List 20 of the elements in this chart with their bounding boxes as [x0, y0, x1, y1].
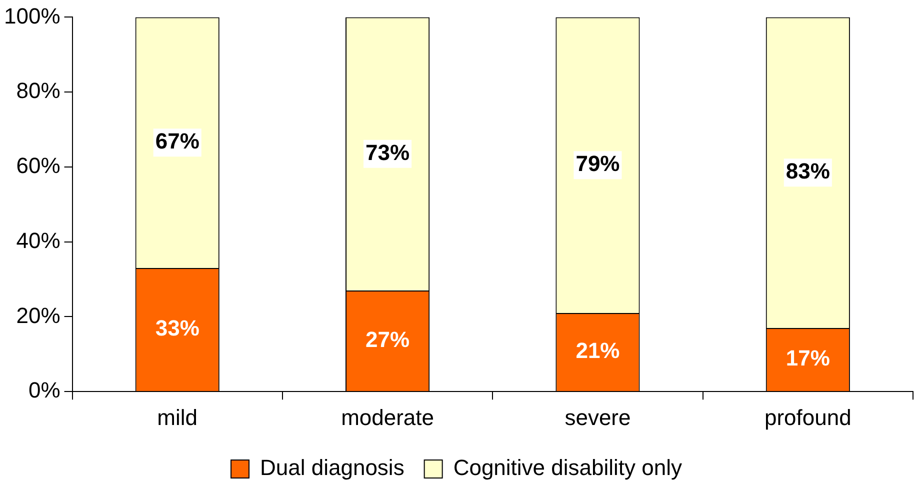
x-tick-label: moderate [341, 404, 434, 430]
y-tick-label: 40% [16, 228, 60, 253]
y-tick-label: 20% [16, 302, 60, 328]
y-tick-label: 80% [16, 78, 60, 104]
x-tick-label: severe [564, 404, 631, 430]
data-label: 73% [366, 140, 410, 165]
data-label: 17% [786, 346, 830, 371]
x-tick-label: profound [764, 404, 852, 430]
x-tick-label: mild [157, 404, 198, 430]
legend-label: Dual diagnosis [260, 455, 404, 480]
y-tick-label: 0% [28, 378, 60, 403]
data-label: 67% [155, 128, 200, 154]
data-label: 83% [786, 158, 830, 184]
y-tick-label: 100% [4, 3, 60, 28]
data-label: 21% [576, 338, 620, 364]
data-label: 33% [155, 316, 200, 341]
legend-label: Cognitive disability only [453, 455, 682, 480]
y-tick-label: 60% [16, 153, 60, 178]
data-label: 27% [366, 326, 410, 352]
data-label: 79% [576, 151, 620, 176]
